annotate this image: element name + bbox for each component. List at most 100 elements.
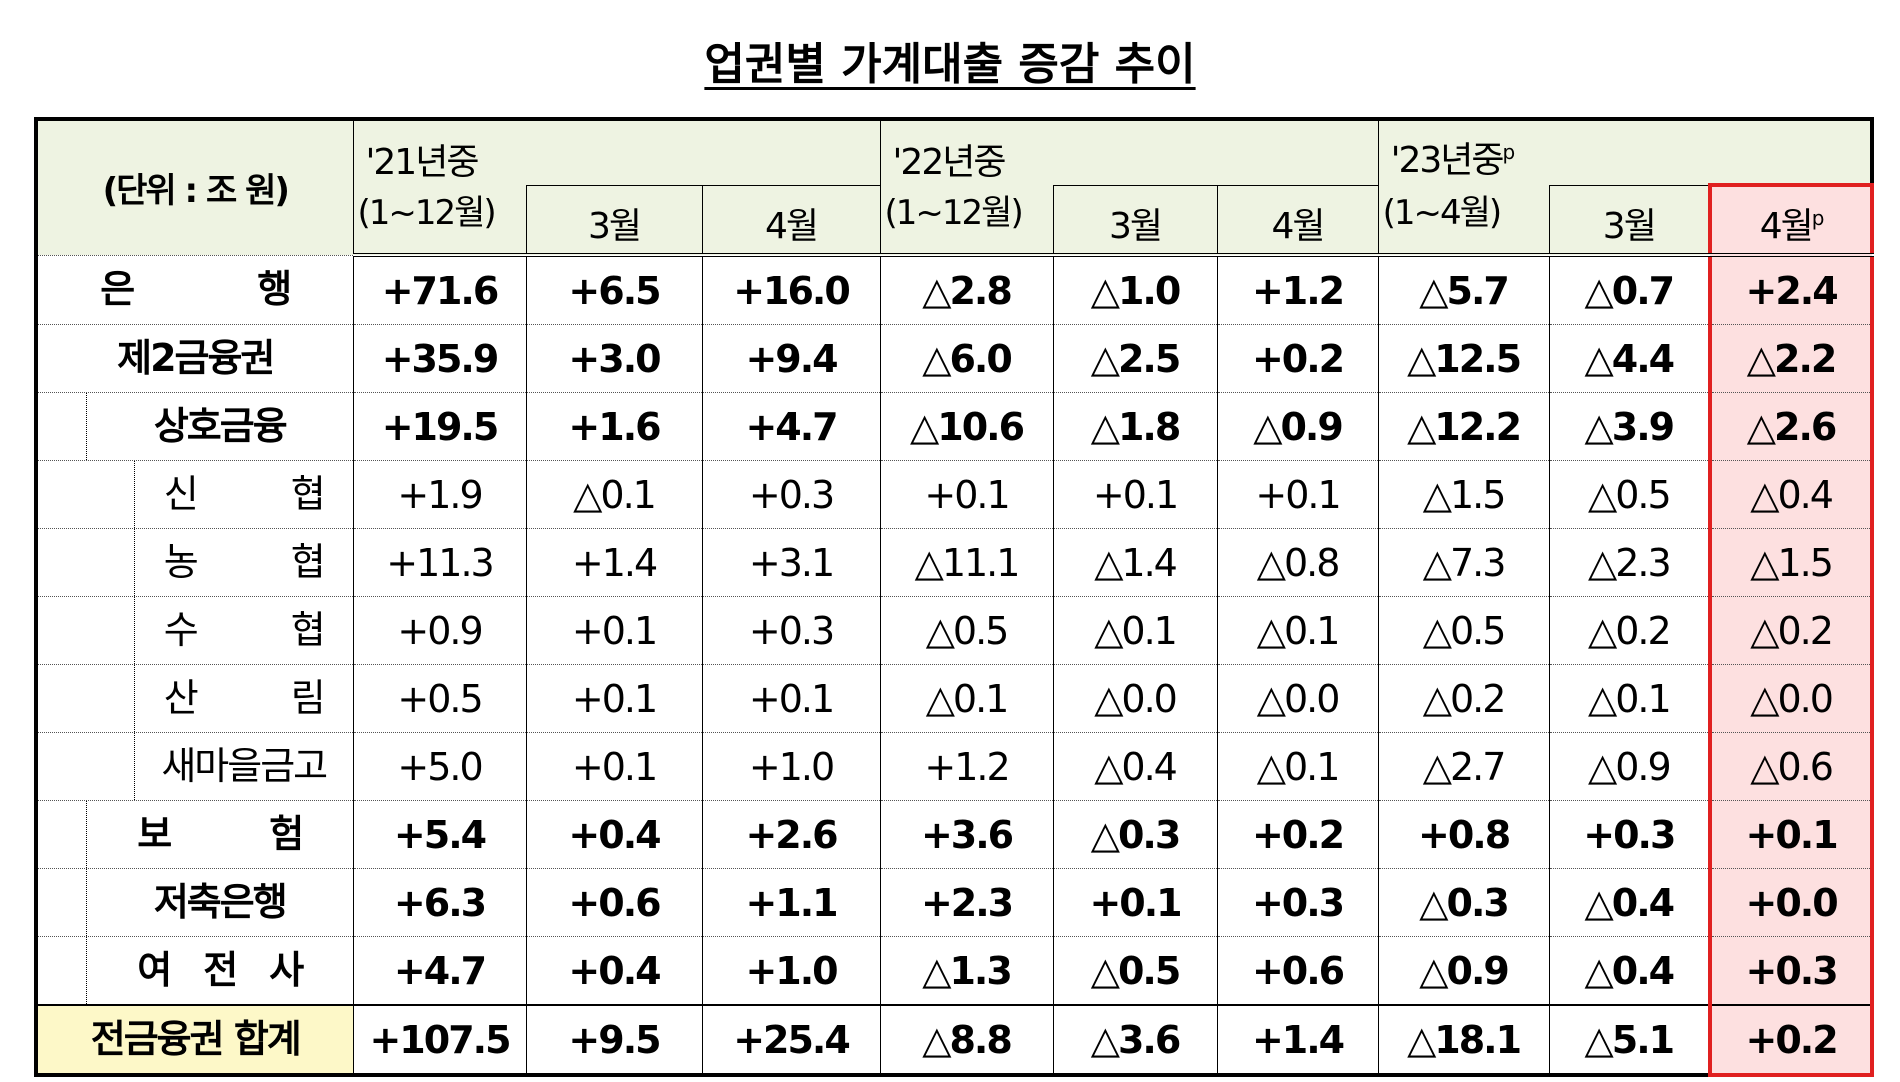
value-cell: △0.5 xyxy=(1377,596,1550,665)
value-cell: +0.1 xyxy=(525,596,703,665)
value-cell: +3.0 xyxy=(525,324,703,393)
value-cell: +1.4 xyxy=(525,528,703,597)
value-cell: △0.4 xyxy=(1548,936,1711,1006)
value-cell: △5.7 xyxy=(1377,254,1550,325)
row-label: 농 협 xyxy=(35,528,354,597)
month-text: 3월 xyxy=(587,206,642,247)
value-cell: +1.4 xyxy=(1216,1004,1379,1076)
value-cell: △0.4 xyxy=(1052,732,1218,801)
value-cell: +6.3 xyxy=(352,868,527,937)
value-cell: +71.6 xyxy=(352,254,527,325)
group-period: (1~4월) xyxy=(1377,185,1550,257)
row: 농 협 +11.3 +1.4 +3.1 △11.1 △1.4 △0.8 △7.3 △2.3 △1.… xyxy=(35,528,1875,597)
table: (단위 : 조 원) '21년중 '22년중 '23년중p (1~12월) 3월 4월 (1… xyxy=(34,117,1875,1077)
value-cell: △12.5 xyxy=(1377,324,1550,393)
value-cell: △2.2 xyxy=(1708,324,1875,393)
value-cell: +0.2 xyxy=(1708,1004,1875,1077)
value-cell: △5.1 xyxy=(1548,1004,1711,1076)
label-text: 수 협 xyxy=(163,608,326,652)
label-text: 제2금융권 xyxy=(117,336,275,380)
value-cell: +0.0 xyxy=(1708,868,1875,937)
label-wrap: 수 협 xyxy=(134,597,353,664)
row-label: 전금융권 합계 xyxy=(35,1004,354,1076)
value-cell: +6.5 xyxy=(525,254,703,325)
value-cell: +0.3 xyxy=(1548,800,1711,869)
title-text: 업권별 가계대출 증감 추이 xyxy=(704,39,1196,90)
value-cell: +0.3 xyxy=(701,596,881,665)
month-text: 3월 xyxy=(1602,206,1657,247)
label-wrap: 보 험 xyxy=(86,801,353,868)
row-label: 저축은행 xyxy=(35,868,354,937)
value-cell: △10.6 xyxy=(879,392,1054,461)
table-body: 은 행 +71.6 +6.5 +16.0 △2.8 △1.0 +1.2 △5.7 △0.7 +2.… xyxy=(35,254,1875,1077)
row: 여 전 사 +4.7 +0.4 +1.0 △1.3 △0.5 +0.6 △0.9 △0.4 +0.… xyxy=(35,936,1875,1006)
row-label: 새마을금고 xyxy=(35,732,354,801)
label-text: 신 협 xyxy=(163,472,326,516)
value-cell: △0.8 xyxy=(1216,528,1379,597)
month-header: 3월 xyxy=(1548,184,1711,257)
label-wrap: 상호금융 xyxy=(86,393,353,460)
row: 보 험 +5.4 +0.4 +2.6 +3.6 △0.3 +0.2 +0.8 +0.3 +0.1 xyxy=(35,800,1875,869)
value-cell: +0.6 xyxy=(525,868,703,937)
value-cell: △8.8 xyxy=(879,1004,1054,1076)
value-cell: +1.0 xyxy=(701,936,881,1006)
value-cell: △18.1 xyxy=(1377,1004,1550,1076)
label-wrap: 새마을금고 xyxy=(134,733,353,800)
group-year: '23년중p xyxy=(1377,118,1873,185)
header-row: (단위 : 조 원) '21년중 '22년중 '23년중p xyxy=(35,118,1873,256)
row: 저축은행 +6.3 +0.6 +1.1 +2.3 +0.1 +0.3 △0.3 △0.4 +0.0 xyxy=(35,868,1875,937)
row-label: 보 험 xyxy=(35,800,354,869)
value-cell: +1.0 xyxy=(701,732,881,801)
value-cell: +2.6 xyxy=(701,800,881,869)
label-text: 보 험 xyxy=(137,812,304,856)
value-cell: +1.9 xyxy=(352,460,527,529)
label-wrap: 은 행 xyxy=(38,256,353,323)
label-text: 저축은행 xyxy=(153,880,288,924)
value-cell: △3.6 xyxy=(1052,1004,1218,1076)
row-label: 여 전 사 xyxy=(35,936,354,1006)
month-text: 4월 xyxy=(1759,206,1814,247)
value-cell: △12.2 xyxy=(1377,392,1550,461)
value-cell: △1.4 xyxy=(1052,528,1218,597)
value-cell: △0.1 xyxy=(1052,596,1218,665)
row-label: 상호금융 xyxy=(35,392,354,461)
row: 상호금융 +19.5 +1.6 +4.7 △10.6 △1.8 △0.9 △12.2 △3.9 △… xyxy=(35,392,1875,461)
value-cell: △1.3 xyxy=(879,936,1054,1006)
row-label: 은 행 xyxy=(35,254,354,325)
value-cell: △0.0 xyxy=(1708,664,1875,733)
value-cell: +0.1 xyxy=(879,460,1054,529)
value-cell: +16.0 xyxy=(701,254,881,325)
group-period: (1~12월) xyxy=(352,185,527,257)
label-text: 상호금융 xyxy=(153,404,288,448)
value-cell: +1.6 xyxy=(525,392,703,461)
row: 은 행 +71.6 +6.5 +16.0 △2.8 △1.0 +1.2 △5.7 △0.7 +2.… xyxy=(35,254,1875,325)
value-cell: +0.3 xyxy=(701,460,881,529)
value-cell: +0.6 xyxy=(1216,936,1379,1006)
value-cell: +0.4 xyxy=(525,800,703,869)
value-cell: △1.8 xyxy=(1052,392,1218,461)
row-label: 수 협 xyxy=(35,596,354,665)
unit: (단위 : 조 원) xyxy=(35,118,354,256)
value-cell: △2.7 xyxy=(1377,732,1550,801)
value-cell: +9.5 xyxy=(525,1004,703,1076)
value-cell: △1.0 xyxy=(1052,254,1218,325)
value-cell: +0.4 xyxy=(525,936,703,1006)
header: (단위 : 조 원) '21년중 '22년중 '23년중p (1~12월) 3월 4월 (1… xyxy=(35,118,1875,257)
value-cell: △0.5 xyxy=(879,596,1054,665)
month-sup: p xyxy=(1811,206,1825,230)
value-cell: △3.9 xyxy=(1548,392,1711,461)
value-cell: +3.6 xyxy=(879,800,1054,869)
value-cell: △0.9 xyxy=(1548,732,1711,801)
header-row: (1~12월) 3월 4월 (1~12월) 3월 4월 (1~4월) 3월 4월p xyxy=(36,183,1875,257)
value-cell: +1.2 xyxy=(879,732,1054,801)
value-cell: △0.5 xyxy=(1548,460,1711,529)
month-header: 4월 xyxy=(701,184,881,257)
year-text: '23년중 xyxy=(1390,140,1505,181)
month-header: 4월p xyxy=(1708,183,1875,257)
value-cell: △0.9 xyxy=(1377,936,1550,1006)
value-cell: △0.2 xyxy=(1377,664,1550,733)
value-cell: +3.1 xyxy=(701,528,881,597)
value-cell: +1.2 xyxy=(1216,254,1379,325)
value-cell: △0.5 xyxy=(1052,936,1218,1006)
